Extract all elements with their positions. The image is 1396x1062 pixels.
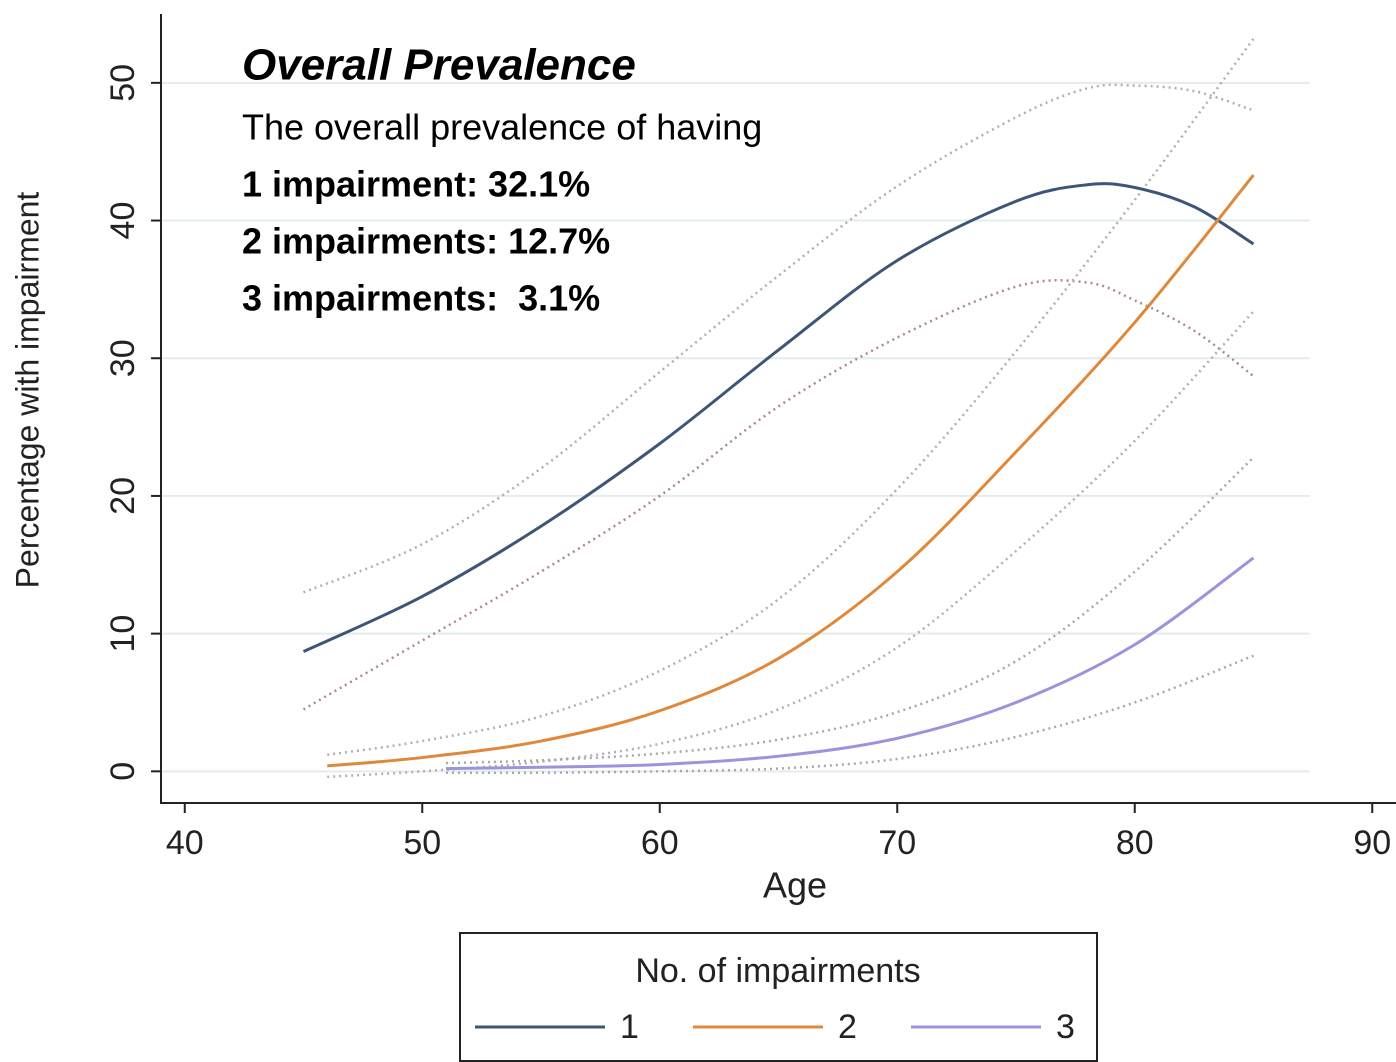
annotation-line: The overall prevalence of having (242, 107, 762, 148)
legend-label: 3 (1056, 1008, 1075, 1046)
line (327, 175, 1253, 766)
ci-lower (446, 656, 1254, 773)
y-axis-label: Percentage with impairment (9, 192, 45, 589)
annotation-line: 3 impairments: 3.1% (242, 278, 600, 319)
y-tick-label: 20 (104, 477, 142, 515)
x-tick-label: 40 (166, 824, 204, 862)
y-tick-label: 0 (104, 762, 142, 781)
ci-lower (304, 280, 1254, 709)
ci-lower (327, 311, 1253, 776)
annotation-line: 2 impairments: 12.7% (242, 221, 610, 262)
x-tick-label: 90 (1353, 824, 1391, 862)
ci-upper (304, 85, 1254, 593)
y-tick-label: 40 (104, 202, 142, 240)
x-tick-label: 50 (403, 824, 441, 862)
legend-label: 2 (838, 1008, 857, 1046)
legend-title: No. of impairments (635, 952, 920, 990)
chart: Overall Prevalence The overall prevalenc… (0, 0, 1396, 1062)
y-tick-label: 50 (104, 64, 142, 102)
y-tick-label: 10 (104, 615, 142, 653)
annotation-line: 1 impairment: 32.1% (242, 164, 590, 205)
legend-label: 1 (620, 1008, 639, 1046)
x-tick-label: 80 (1116, 824, 1154, 862)
x-tick-label: 70 (878, 824, 916, 862)
y-tick-label: 30 (104, 339, 142, 377)
x-tick-label: 60 (641, 824, 679, 862)
x-axis-label: Age (763, 865, 827, 906)
